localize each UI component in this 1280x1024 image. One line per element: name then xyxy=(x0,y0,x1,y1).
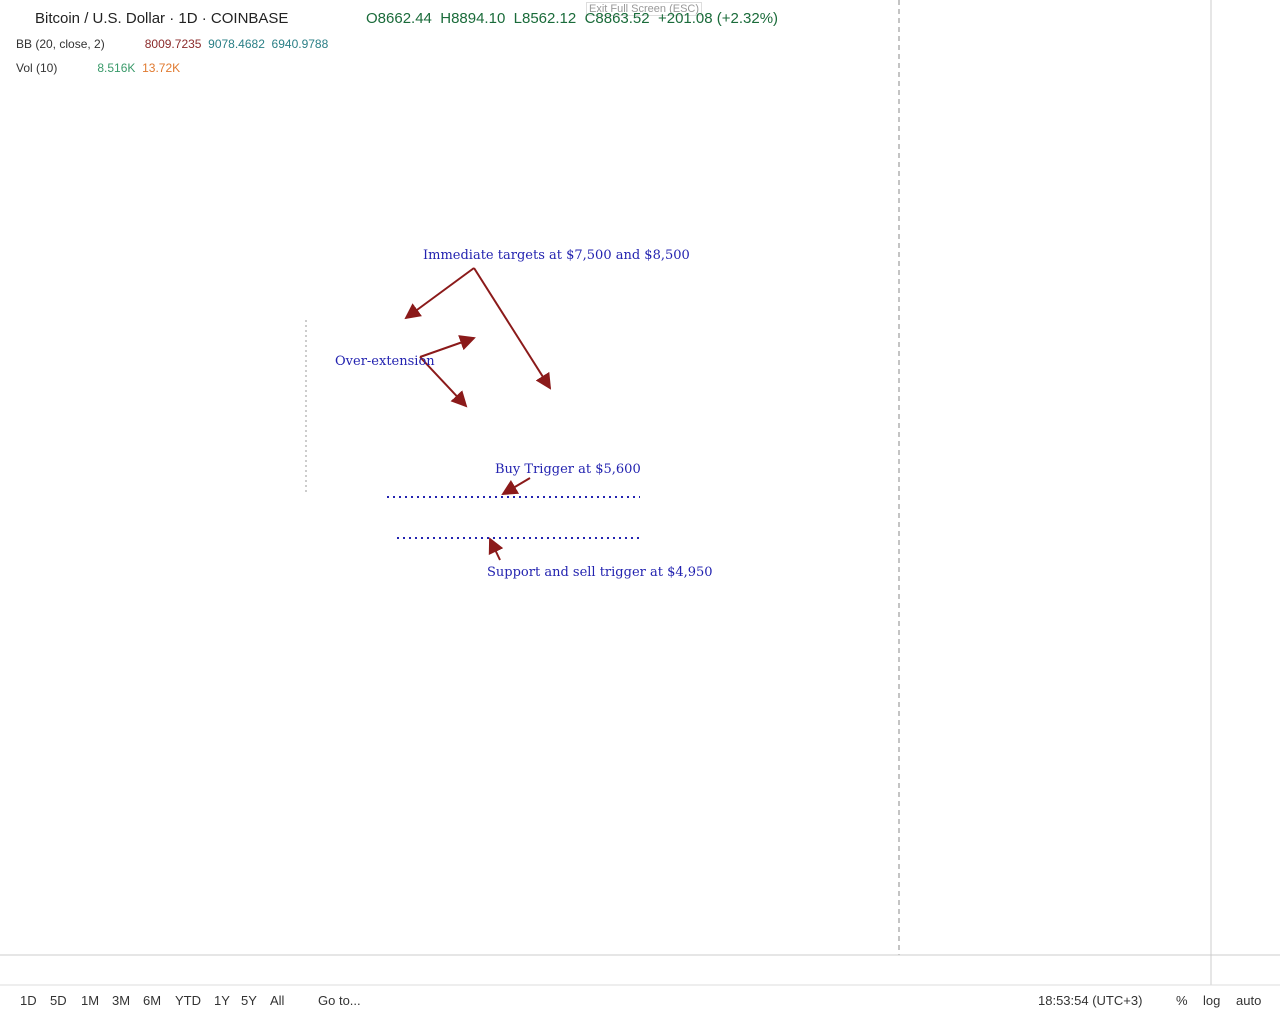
range-button[interactable]: YTD xyxy=(175,993,201,1008)
goto-button[interactable]: Go to... xyxy=(318,993,361,1008)
close: C8863.52 xyxy=(584,10,650,27)
range-button[interactable]: 6M xyxy=(143,993,162,1008)
bb-basis: 8009.7235 xyxy=(144,37,202,51)
clock: 18:53:54 (UTC+3) xyxy=(1038,993,1143,1008)
annotation: Buy Trigger at $5,600 xyxy=(495,462,641,477)
annotation: Immediate targets at $7,500 and $8,500 xyxy=(423,248,690,263)
range-button[interactable]: 1M xyxy=(81,993,100,1008)
log-toggle[interactable]: log xyxy=(1203,993,1221,1008)
arrows xyxy=(404,267,552,561)
annotation: Over-extension xyxy=(335,354,435,369)
range-button[interactable]: 5D xyxy=(50,993,67,1008)
range-button[interactable]: 1D xyxy=(20,993,37,1008)
vol-value: 8.516K xyxy=(97,61,136,75)
auto-toggle[interactable]: auto xyxy=(1236,993,1262,1008)
indicator-bb[interactable]: BB (20, close, 2) 8009.7235 9078.4682 69… xyxy=(16,37,328,51)
indicator-name: BB (20, close, 2) xyxy=(16,37,105,51)
ohlc: O8662.44 H8894.10 L8562.12 C8863.52 +201… xyxy=(366,10,778,27)
low: L8562.12 xyxy=(513,10,577,27)
range-button[interactable]: 1Y xyxy=(214,993,230,1008)
range-button[interactable]: 5Y xyxy=(241,993,257,1008)
bb-lower: 6940.9788 xyxy=(271,37,329,51)
indicator-name: Vol (10) xyxy=(16,61,58,75)
exit-fullscreen[interactable]: Exit Full Screen (ESC) xyxy=(586,2,703,16)
range-button[interactable]: All xyxy=(270,993,285,1008)
exchange: COINBASE xyxy=(210,10,289,27)
vol-ma: 13.72K xyxy=(142,61,181,75)
interval: 1D xyxy=(178,10,198,27)
bb-upper: 9078.4682 xyxy=(208,37,265,51)
change: +201.08 (+2.32%) xyxy=(657,10,779,27)
symbol-name: Bitcoin / U.S. Dollar xyxy=(35,10,166,27)
open: O8662.44 xyxy=(366,10,432,27)
indicator-vol[interactable]: Vol (10) 8.516K 13.72K xyxy=(16,61,180,75)
high: H8894.10 xyxy=(440,10,506,27)
annotation: Support and sell trigger at $4,950 xyxy=(487,565,713,580)
range-button[interactable]: 3M xyxy=(112,993,131,1008)
symbol[interactable]: Bitcoin / U.S. Dollar · 1D · COINBASE xyxy=(35,10,289,27)
percent-toggle[interactable]: % xyxy=(1176,993,1188,1008)
